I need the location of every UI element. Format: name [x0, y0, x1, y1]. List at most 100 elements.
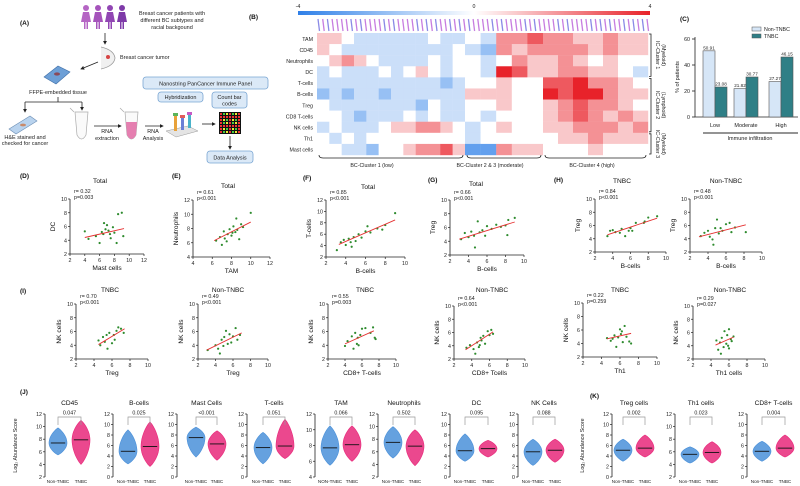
heatmap-cell — [603, 33, 619, 45]
heatmap-cell — [511, 132, 528, 145]
x-tick-label: 12 — [141, 258, 147, 264]
data-point — [109, 237, 112, 240]
grid-dot — [220, 128, 222, 130]
data-point — [342, 238, 345, 241]
heatmap-cell — [588, 99, 604, 111]
y-tick-label: 6 — [589, 224, 592, 230]
significance-bracket — [392, 416, 416, 425]
y-tick-label: 0 — [687, 115, 690, 121]
regression-line — [338, 219, 396, 245]
scatter-plot-i: 2 4 6 8 10 2 4 6 8 10 TNBC r= 0.55p=0.003 CD8+ T-cel… — [308, 287, 399, 377]
x-tick-label: 2 — [689, 256, 692, 262]
group-label: TNBC — [346, 479, 359, 484]
chart-title: Total — [221, 183, 235, 190]
heatmap-cell — [329, 77, 342, 89]
heatmap-cell — [588, 55, 604, 67]
bar-value-label: 27.27 — [769, 76, 781, 81]
heatmap-cell — [415, 55, 429, 67]
data-point — [99, 344, 102, 347]
heatmap-cell — [480, 55, 497, 67]
heatmap-cell — [558, 132, 574, 145]
y-tick-label: 8 — [512, 433, 515, 439]
data-point — [105, 224, 109, 227]
significance-bracket — [262, 416, 286, 425]
grid-dot — [235, 119, 237, 121]
x-tick-label: 4 — [611, 256, 614, 262]
data-point — [703, 231, 706, 234]
heatmap-cell — [588, 88, 604, 100]
data-point — [360, 327, 364, 330]
person-icon — [119, 5, 125, 11]
y-tick-label: 8 — [187, 227, 190, 233]
x-tick-label: 10 — [762, 363, 768, 369]
correlation-r: r= 0.55 — [332, 294, 349, 300]
heatmap-cell — [341, 110, 355, 122]
y-tick-label: 2 — [741, 465, 744, 471]
colorbar-min-label: -4 — [296, 4, 301, 10]
y-tick-label: 2 — [512, 465, 515, 471]
y-tick-label: 6 — [187, 241, 190, 247]
colorbar-max-label: 4 — [649, 4, 652, 10]
heatmap-cell — [354, 44, 367, 56]
y-axis-label: NK cells — [563, 317, 570, 342]
violin-plot-th1-cells: 2 4 6 8 10 12 Non-TNBC TNBC 0.023 Th1 cells — [666, 400, 722, 484]
significance-bracket — [532, 416, 556, 425]
sample-id-mark — [401, 18, 405, 32]
data-point — [606, 235, 609, 238]
y-tick-label: 6 — [684, 224, 687, 230]
heatmap-cell — [558, 44, 574, 56]
heatmap-cell — [354, 66, 367, 78]
y-tick-label: 0 — [512, 475, 515, 481]
heatmap-cell — [428, 132, 441, 145]
column-cluster-label: BC-Cluster 2 & 3 (moderate) — [456, 163, 523, 169]
data-point — [223, 335, 226, 339]
heatmap-cell — [618, 143, 634, 156]
y-axis-label: NK cells — [308, 319, 315, 344]
data-point — [627, 229, 630, 232]
data-point — [513, 216, 516, 219]
heatmap-cell — [341, 77, 355, 89]
x-tick-label: 4 — [192, 261, 195, 267]
scatter-axes — [327, 304, 396, 360]
heatmap-cell — [573, 77, 589, 89]
sample-id-mark — [622, 18, 626, 32]
y-axis-label: DC — [50, 222, 57, 232]
heatmap-cell — [480, 143, 497, 156]
heatmap-cell — [543, 121, 559, 134]
person-icon — [107, 5, 113, 11]
hybridization-box — [157, 91, 204, 103]
y-tick-label: 8 — [241, 433, 244, 439]
x-axis-label: Th1 — [614, 368, 626, 375]
data-point — [120, 211, 123, 214]
heatmap-cell — [465, 110, 481, 122]
p-value: 0.023 — [694, 411, 707, 417]
data-point — [630, 342, 633, 345]
data-point — [226, 342, 229, 345]
heatmap-cell — [603, 44, 619, 56]
data-point — [352, 347, 355, 350]
data-point — [730, 340, 733, 343]
heatmap-cell — [543, 110, 559, 122]
data-point — [470, 230, 473, 233]
data-point — [117, 326, 120, 329]
data-point — [719, 352, 723, 355]
group-label: TNBC — [639, 479, 652, 484]
data-point — [744, 231, 747, 234]
y-tick-label: 6 — [448, 331, 451, 337]
row-cluster-bracket — [649, 133, 652, 155]
data-point — [228, 333, 231, 336]
sample-id-mark — [406, 18, 410, 32]
data-point — [249, 211, 252, 214]
data-point — [624, 235, 627, 238]
violin-tnbc — [140, 421, 160, 467]
data-point — [608, 229, 612, 232]
violin-non-tnbc — [523, 438, 543, 466]
heatmap-cell — [480, 77, 497, 89]
heatmap-row-label: Th1 — [304, 137, 313, 143]
chart-title: CD8+ T-cells — [755, 400, 794, 407]
data-point — [346, 340, 349, 343]
heatmap-cell — [341, 55, 355, 67]
heatmap-cell — [618, 77, 634, 89]
heatmap-cell — [558, 121, 574, 134]
sample-id-mark — [571, 18, 574, 32]
